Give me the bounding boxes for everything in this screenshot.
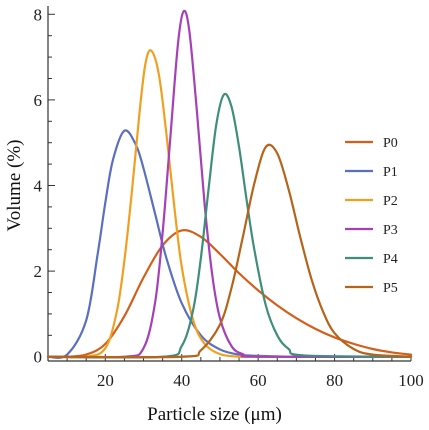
series-line-p4 — [46, 92, 413, 359]
y-tick-label: 2 — [34, 262, 43, 281]
legend-label-p4: P4 — [383, 252, 398, 267]
legend-label-p2: P2 — [383, 194, 398, 209]
series-line-p5 — [46, 143, 413, 359]
y-tick-label: 4 — [34, 177, 43, 196]
y-tick-label: 6 — [34, 91, 43, 110]
x-tick-label: 60 — [250, 371, 267, 390]
x-axis-title: Particle size (μm) — [147, 404, 282, 425]
legend-label-p1: P1 — [383, 165, 398, 180]
series-line-p2 — [46, 49, 413, 359]
x-tick-label: 20 — [97, 371, 114, 390]
y-axis-title: Volume (%) — [4, 140, 25, 232]
series-line-p1 — [46, 129, 413, 359]
x-tick-label: 100 — [398, 371, 424, 390]
y-tick-label: 8 — [34, 5, 43, 24]
legend-label-p5: P5 — [383, 281, 398, 296]
series-line-p3 — [46, 9, 413, 359]
y-tick-label: 0 — [34, 348, 43, 367]
x-tick-label: 80 — [326, 371, 343, 390]
legend-label-p0: P0 — [383, 136, 398, 151]
legend-label-p3: P3 — [383, 223, 398, 238]
series-line-p0 — [46, 229, 413, 358]
x-tick-label: 40 — [173, 371, 190, 390]
